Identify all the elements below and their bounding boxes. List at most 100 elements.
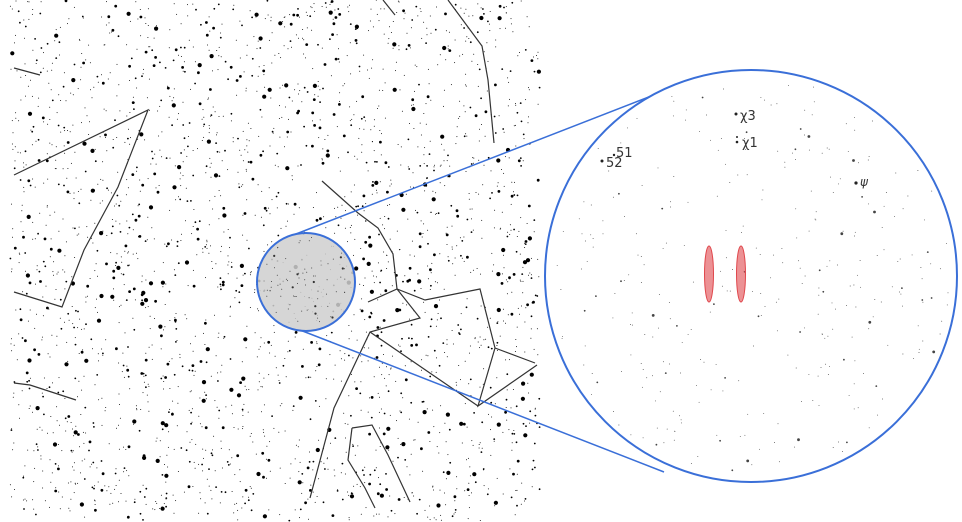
star	[687, 201, 689, 203]
star	[522, 422, 525, 425]
star	[12, 132, 14, 134]
star	[369, 289, 374, 294]
star	[80, 79, 82, 81]
star	[327, 457, 328, 459]
star	[66, 190, 70, 194]
star	[494, 209, 496, 211]
star	[115, 485, 117, 486]
star	[168, 360, 170, 362]
star	[465, 73, 467, 75]
star	[316, 192, 317, 194]
star	[78, 233, 80, 235]
star	[254, 12, 259, 17]
star	[249, 160, 253, 164]
star	[930, 297, 933, 299]
star	[318, 478, 320, 480]
star	[41, 429, 43, 431]
star	[304, 501, 307, 505]
star	[481, 219, 483, 221]
star	[821, 152, 823, 154]
star	[129, 388, 131, 390]
star	[496, 345, 498, 346]
star	[12, 396, 14, 398]
star	[373, 515, 375, 517]
star	[334, 9, 336, 11]
star	[168, 290, 171, 293]
star	[680, 422, 682, 424]
star	[241, 185, 242, 187]
star	[438, 452, 440, 454]
star	[71, 276, 73, 278]
star	[360, 248, 362, 249]
star	[842, 451, 843, 453]
star	[279, 514, 281, 516]
star	[418, 83, 420, 86]
star	[673, 176, 675, 177]
star	[83, 442, 85, 444]
star	[219, 283, 222, 286]
star	[54, 298, 56, 300]
star	[528, 116, 529, 118]
star	[349, 106, 351, 108]
star	[447, 454, 449, 456]
star	[276, 274, 278, 276]
star	[384, 228, 385, 230]
star	[446, 356, 448, 358]
star	[108, 443, 110, 445]
star	[9, 5, 11, 7]
star	[34, 186, 36, 188]
star	[67, 312, 70, 315]
star	[251, 177, 255, 181]
star	[395, 61, 397, 63]
star	[614, 293, 616, 295]
star	[68, 507, 70, 509]
star	[389, 204, 391, 206]
star	[868, 427, 870, 429]
star	[726, 290, 728, 292]
star	[57, 391, 60, 394]
star	[811, 114, 813, 116]
star	[318, 126, 322, 130]
star	[70, 92, 72, 94]
star	[39, 212, 41, 214]
star	[242, 426, 244, 427]
star	[902, 305, 903, 307]
star	[941, 320, 943, 322]
star	[474, 337, 476, 339]
star	[483, 13, 485, 15]
star	[148, 410, 150, 412]
star	[237, 509, 239, 511]
star	[127, 264, 129, 267]
star	[669, 318, 671, 320]
star	[270, 97, 272, 99]
star	[249, 10, 251, 12]
star	[137, 138, 139, 140]
star	[250, 271, 252, 273]
star	[516, 504, 518, 507]
star	[270, 344, 272, 346]
star	[494, 132, 497, 134]
star	[164, 304, 166, 305]
star	[362, 194, 366, 198]
star	[30, 79, 31, 81]
star	[284, 83, 289, 88]
star	[290, 131, 292, 133]
star	[17, 151, 19, 153]
star	[145, 23, 147, 24]
star	[302, 482, 304, 484]
star	[160, 280, 165, 285]
star	[363, 128, 365, 130]
star	[387, 516, 389, 518]
star	[627, 127, 628, 129]
star	[345, 210, 346, 212]
star	[491, 416, 493, 418]
star	[266, 295, 268, 297]
star	[838, 183, 840, 185]
star	[271, 199, 273, 201]
star	[139, 179, 141, 181]
star	[349, 4, 350, 6]
star	[415, 209, 416, 211]
star	[169, 320, 171, 321]
star	[437, 64, 439, 66]
star	[330, 316, 332, 318]
